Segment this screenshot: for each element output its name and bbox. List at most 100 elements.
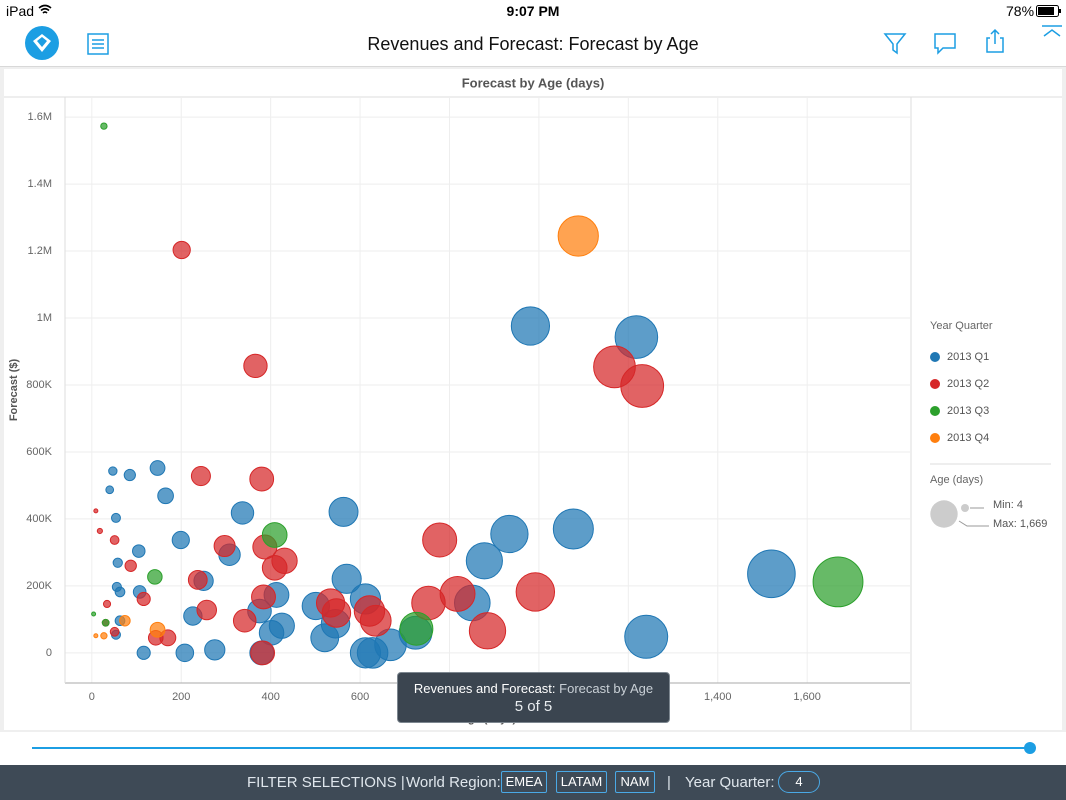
size-legend-min-label: Min: 4 <box>993 499 1023 511</box>
bubble <box>171 530 190 550</box>
size-legend-max-label: Max: 1,669 <box>993 518 1047 530</box>
bubble <box>250 640 276 666</box>
region-label: World Region: <box>406 774 501 791</box>
x-tick-label: 600 <box>351 691 369 703</box>
y-tick-label: 0 <box>46 647 52 659</box>
region-chip[interactable]: LATAM <box>556 771 607 793</box>
bubble <box>249 466 275 492</box>
legend-title: Year Quarter <box>930 320 993 332</box>
y-axis-title: Forecast ($) <box>8 358 20 421</box>
x-tick-label: 1,400 <box>704 691 732 703</box>
bubble <box>91 611 97 617</box>
bubble <box>157 487 174 505</box>
bubble <box>105 485 115 495</box>
bubble <box>190 466 211 487</box>
slider-track-area <box>0 732 1066 765</box>
filter-bar: FILTER SELECTIONS | World Region: EMEA L… <box>0 765 1066 800</box>
bubble <box>108 466 118 476</box>
bubble <box>812 556 864 608</box>
bubble <box>515 572 556 612</box>
y-tick-label: 1.2M <box>28 245 52 257</box>
slider[interactable] <box>0 732 1066 765</box>
region-chip[interactable]: EMEA <box>501 771 547 793</box>
battery-level: 78% <box>1006 3 1035 19</box>
bubble <box>232 608 257 633</box>
bubble <box>251 584 276 610</box>
bubble <box>422 522 458 558</box>
bubble <box>321 598 352 628</box>
bubble <box>243 353 268 379</box>
bubble <box>93 508 99 514</box>
bubble <box>101 618 110 627</box>
bubble <box>149 460 166 476</box>
x-tick-label: 1,600 <box>793 691 821 703</box>
size-legend-max <box>930 500 958 528</box>
wifi-icon <box>38 4 52 14</box>
bubble <box>465 542 503 580</box>
y-tick-label: 1M <box>37 312 52 324</box>
bubble <box>747 549 796 599</box>
bubble <box>468 612 507 650</box>
y-tick-label: 400K <box>26 513 52 525</box>
y-tick-label: 200K <box>26 580 52 592</box>
bubble <box>331 563 362 594</box>
bubble <box>136 591 151 607</box>
bubble <box>172 240 191 260</box>
bubble <box>359 604 392 637</box>
size-legend-leader <box>958 520 989 527</box>
collapse-icon[interactable] <box>1040 24 1064 38</box>
bubble <box>196 599 218 621</box>
bubble <box>175 643 195 663</box>
filter-label: FILTER SELECTIONS | <box>247 774 405 791</box>
bubble <box>620 364 665 408</box>
bubble <box>124 559 137 572</box>
y-tick-label: 800K <box>26 379 52 391</box>
plot-area <box>91 122 864 669</box>
bubble <box>132 544 146 558</box>
bubble <box>557 215 599 257</box>
legend-swatch <box>930 406 940 416</box>
bubble <box>552 508 594 550</box>
chart-title: Forecast by Age (days) <box>462 75 605 90</box>
bubble <box>109 626 120 637</box>
bubble <box>100 632 108 640</box>
list-icon[interactable] <box>86 32 110 56</box>
battery-icon <box>1036 5 1061 17</box>
x-tick-label: 200 <box>172 691 190 703</box>
x-tick-label: 0 <box>89 691 95 703</box>
region-chip[interactable]: NAM <box>615 771 655 793</box>
bubble <box>119 614 131 627</box>
bubble <box>213 535 236 558</box>
tooltip-page: 5 of 5 <box>514 698 553 715</box>
app-logo[interactable] <box>24 25 60 61</box>
legend-swatch <box>930 352 940 362</box>
legend-label: 2013 Q4 <box>947 432 989 444</box>
y-tick-label: 1.4M <box>28 178 52 190</box>
bubble <box>187 569 208 590</box>
legend-label: 2013 Q3 <box>947 405 989 417</box>
quarter-label: Year Quarter: <box>685 774 775 791</box>
tooltip: Revenues and Forecast: Forecast by Age 5… <box>397 672 670 723</box>
separator: | <box>667 774 671 791</box>
comment-icon[interactable] <box>933 31 957 55</box>
bubble <box>100 122 108 130</box>
bubble <box>230 501 255 525</box>
quarter-chip[interactable]: 4 <box>778 771 820 793</box>
legend-label: 2013 Q1 <box>947 351 989 363</box>
nav-bar: Revenues and Forecast: Forecast by Age <box>0 22 1066 67</box>
legend-swatch <box>930 433 940 443</box>
tooltip-title: Revenues and Forecast: <box>413 681 556 696</box>
legend-swatch <box>930 379 940 389</box>
size-legend-min <box>961 504 969 512</box>
page-title: Revenues and Forecast: Forecast by Age <box>367 34 699 54</box>
filter-icon[interactable] <box>883 31 907 55</box>
tooltip-subtitle: Forecast by Age <box>559 681 654 696</box>
tooltip-heading: Revenues and Forecast: Forecast by Age <box>398 681 669 696</box>
share-icon[interactable] <box>983 28 1007 54</box>
bubble <box>614 315 659 359</box>
bubble <box>328 496 359 527</box>
bubble <box>399 611 434 646</box>
status-bar: iPad 9:07 PM 78% <box>0 0 1066 22</box>
bubble <box>261 554 288 581</box>
